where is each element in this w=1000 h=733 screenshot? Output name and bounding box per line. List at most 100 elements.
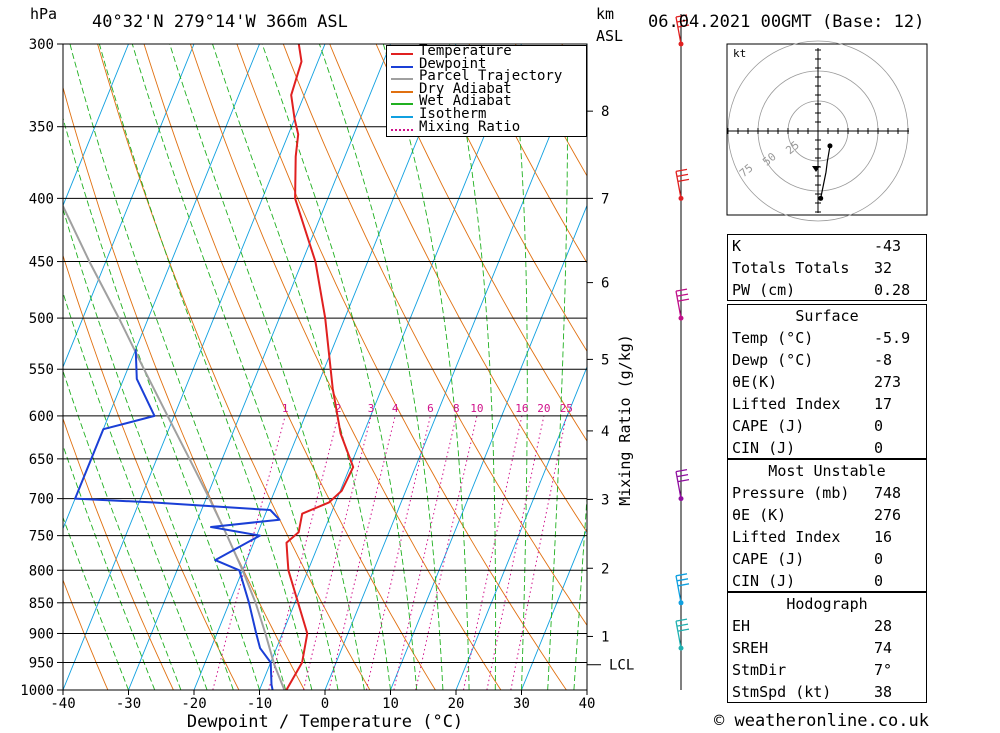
wet-adiabat-line [261,44,418,690]
mixing-ratio-labels: 1 2 3 4 6 8 10 16 20 25 [282,402,573,415]
hodo-value: 7° [874,661,893,679]
mu-value: 0 [874,550,884,568]
mu-value: 748 [874,484,902,502]
wet-adiabat-line [511,44,528,690]
isotherm-line [521,527,587,690]
wind-barb-flag [677,478,690,483]
pressure-tick-label: 950 [29,655,54,671]
surface-label: Temp (°C) [732,329,814,347]
wet-adiabat-line [63,116,260,690]
temp-tick-label: -40 [50,696,75,712]
km-tick-label: 2 [601,561,609,577]
mu-row: θE (K) 276 [732,504,922,526]
pressure-tick-label: 500 [29,311,54,327]
isotherm-line [324,44,587,690]
profiles [63,44,355,690]
surface-value: 273 [874,373,902,391]
isotherm-line [63,44,260,530]
wind-barb-flag [675,14,688,18]
legend-swatch [391,53,413,55]
temp-tick-label: 0 [321,696,329,712]
profile-dewpoint [74,349,281,690]
pressure-tick-label: 700 [29,492,54,508]
temp-tick-label: -30 [116,696,141,712]
index-row: Totals Totals 32 [732,257,922,279]
dry-adiabat-line [63,417,174,690]
temp-tick-label: -20 [181,696,206,712]
temp-tick-label: 10 [382,696,399,712]
datetime-title: 06.04.2021 00GMT (Base: 12) [648,12,925,32]
isotherm-line [128,44,391,690]
hpa-label: hPa [30,5,58,23]
index-row: K -43 [732,235,922,257]
mixing-ratio-line [268,415,339,690]
wind-barb-staff [675,621,682,649]
index-value: 32 [874,259,893,277]
km-tick-label: 7 [601,191,609,207]
pressure-tick-label: 650 [29,452,54,468]
pressure-tick-label: 450 [29,255,54,271]
storm-motion-marker [812,166,820,172]
mu-row: CIN (J) 0 [732,570,922,592]
isotherm-line [193,44,457,690]
km-label: km [596,5,615,23]
km-tick-label: 1 [601,629,609,645]
wet-adiabat-line [98,44,313,690]
dry-adiabat-line [933,44,1000,690]
dry-adiabat-line [375,44,587,442]
indices-table: K -43 Totals Totals 32 PW (cm) 0.28 [727,234,927,301]
surface-label: Lifted Index [732,395,841,413]
surface-value: -8 [874,351,893,369]
km-tick-label: 6 [601,276,609,292]
legend-item: Parcel Trajectory [391,69,586,84]
mixing-ratio-line [393,415,457,690]
hodograph-table: Hodograph EH 28 SREH 74 StmDir 7° StmSpd (k… [727,592,927,703]
surface-value: 0 [874,439,884,457]
hodo-label: SREH [732,639,769,657]
index-label: K [732,237,742,255]
legend-label: Wet Adiabat [419,93,512,110]
surface-row: Temp (°C) -5.9 [732,327,922,349]
location-title: 40°32'N 279°14'W 366m ASL [92,12,348,32]
temp-tick-label: 30 [513,696,530,712]
legend-swatch [391,103,413,106]
pressure-tick-label: 1000 [20,683,54,699]
copyright-link[interactable]: © weatheronline.co.uk [714,711,929,731]
wet-adiabat-line [318,44,444,690]
dry-adiabat-line [329,44,587,534]
wind-barb-flag [677,583,690,587]
index-value: -43 [874,237,902,255]
mu-value: 16 [874,528,893,546]
wind-barb-flag [677,628,690,632]
wet-adiabat-line [63,516,129,690]
most-unstable-title: Most Unstable [768,462,886,480]
pressure-tick-label: 350 [29,120,54,136]
mixing-ratio-value-label: 16 [515,402,528,415]
km-tick-label: 5 [601,352,609,368]
wind-barb-flag [676,173,689,177]
surface-value: 17 [874,395,893,413]
wind-barb-flag [677,298,690,302]
index-row: PW (cm) 0.28 [732,279,922,301]
legend-label: Temperature [419,43,512,59]
surface-table: Surface Temp (°C) -5.9 Dewp (°C) -8 θE(K) 2… [727,304,927,459]
isotherm-line [63,44,129,207]
mu-row: CAPE (J) 0 [732,548,922,570]
wind-barb-staff [675,471,682,499]
mixing-ratio-value-label: 4 [392,402,399,415]
hodograph-point [818,195,824,201]
hodo-row: SREH 74 [732,637,922,659]
wind-barb-staff [675,16,682,45]
dry-adiabat-line [980,44,1000,690]
wind-barb-column [675,14,690,690]
legend-swatch [391,90,413,93]
legend-swatch [391,78,413,81]
pressure-tick-label: 850 [29,596,54,612]
mu-label: CIN (J) [732,572,796,590]
surface-row: Dewp (°C) -8 [732,349,922,371]
dry-adiabat-line [236,44,567,690]
surface-row: CIN (J) 0 [732,437,922,459]
dry-adiabat-line [189,44,502,690]
